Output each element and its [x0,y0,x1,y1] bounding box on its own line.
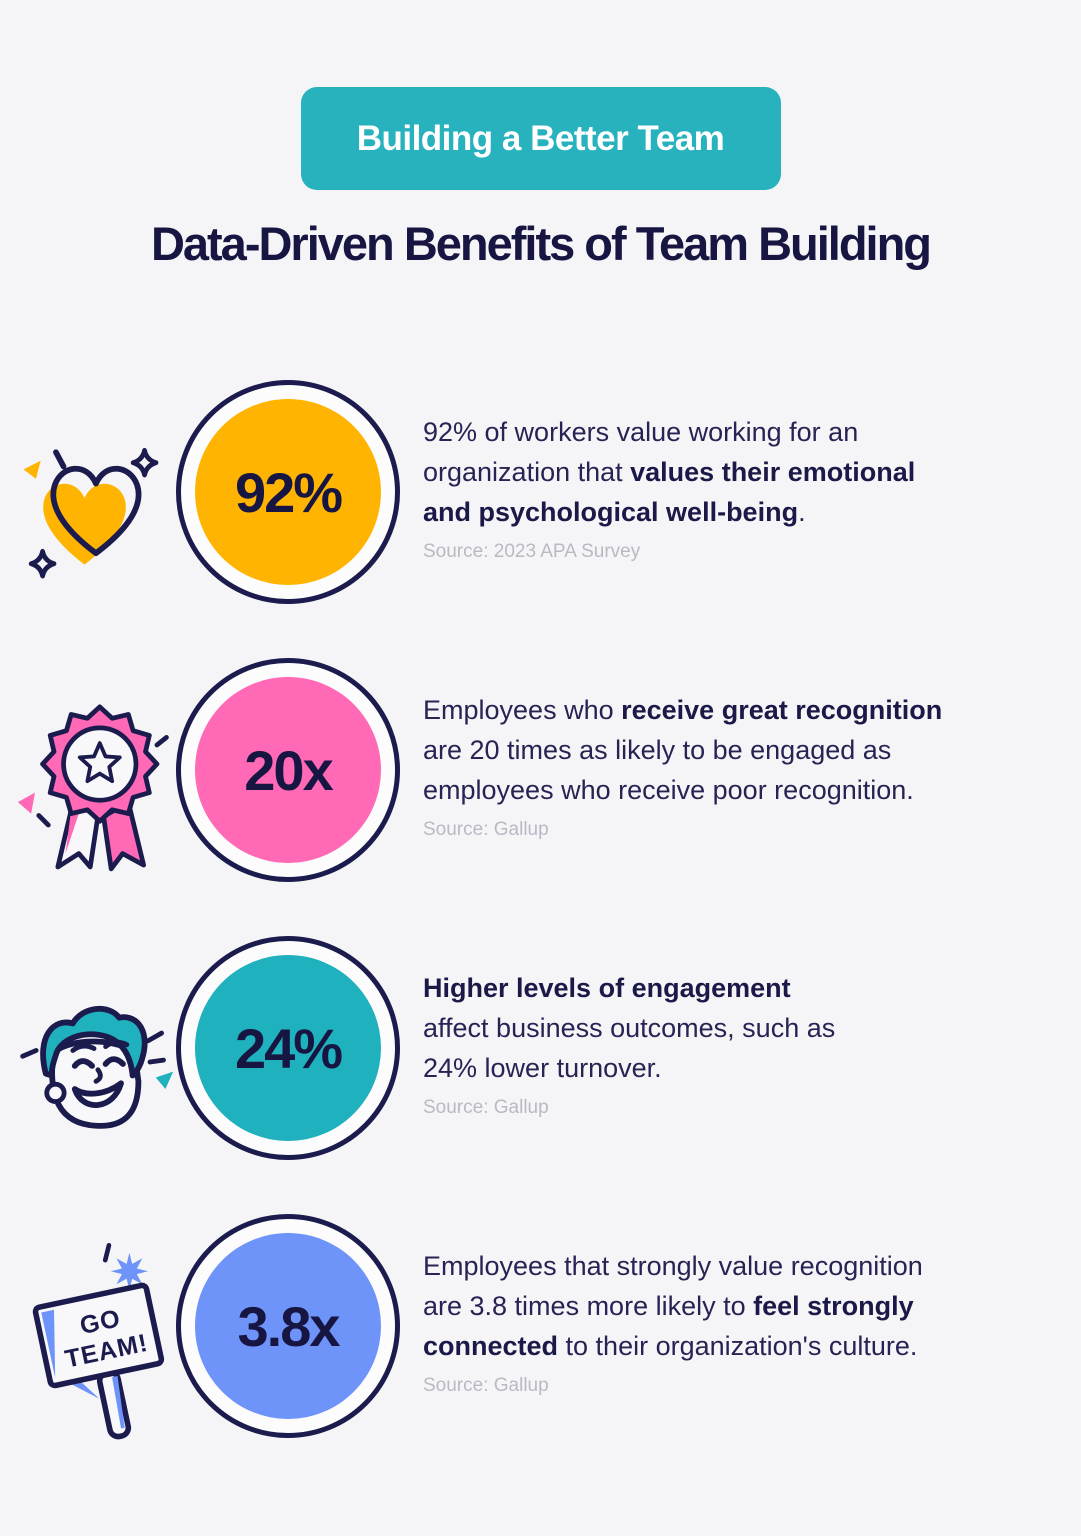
stat-row-3-8x: GO TEAM! 3.8x Employees that strongly va… [0,1214,1081,1454]
happy-face-icon-graphic [20,1005,174,1129]
stat-text-block: 92% of workers value working for an orga… [423,412,1068,563]
stat-text: Employees that strongly value recognitio… [423,1251,923,1361]
badge-label: Building a Better Team [356,118,725,158]
stat-value: 3.8x [237,1294,341,1358]
go-team-sign-icon-graphic: GO TEAM! [32,1242,165,1439]
go-team-sign-icon: GO TEAM! [10,1238,180,1443]
stat-row-20x: 20x Employees who receive great recognit… [0,658,1081,898]
stat-disc: 3.8x [195,1233,381,1419]
stat-text: Higher levels of engagement affect busin… [423,973,836,1083]
stat-source: Source: Gallup [423,819,549,840]
stat-text-block: Employees that strongly value recognitio… [423,1246,1068,1397]
stat-disc: 24% [195,955,381,1141]
stat-value: 92% [234,460,343,524]
stat-value: 20x [244,738,333,802]
stat-text: Employees who receive great recognition … [423,695,943,805]
stat-circle: 24% [176,936,400,1160]
award-ribbon-icon-graphic [17,703,169,871]
stat-text-block: Employees who receive great recognition … [423,690,1068,841]
stat-disc: 20x [195,677,381,863]
stat-text: 92% of workers value working for an orga… [423,417,916,527]
stat-value: 24% [234,1016,343,1080]
stat-row-92-percent: 92% 92% of workers value working for an … [0,380,1081,620]
stat-row-24-percent: 24% Higher levels of engagement affect b… [0,936,1081,1176]
heart-icon-graphic [23,447,159,578]
stat-circle: 3.8x [176,1214,400,1438]
header-badge: Building a Better Team [300,87,781,190]
heart-icon [10,404,180,609]
award-ribbon-icon [10,682,180,887]
stat-source: Source: 2023 APA Survey [423,541,641,562]
stat-disc: 92% [195,399,381,585]
stat-source: Source: Gallup [423,1375,549,1396]
happy-face-icon [10,960,180,1165]
stat-circle: 20x [176,658,400,882]
page-title: Data-Driven Benefits of Team Building [150,217,932,270]
stat-circle: 92% [176,380,400,604]
stat-text-block: Higher levels of engagement affect busin… [423,968,1068,1119]
stat-source: Source: Gallup [423,1097,549,1118]
